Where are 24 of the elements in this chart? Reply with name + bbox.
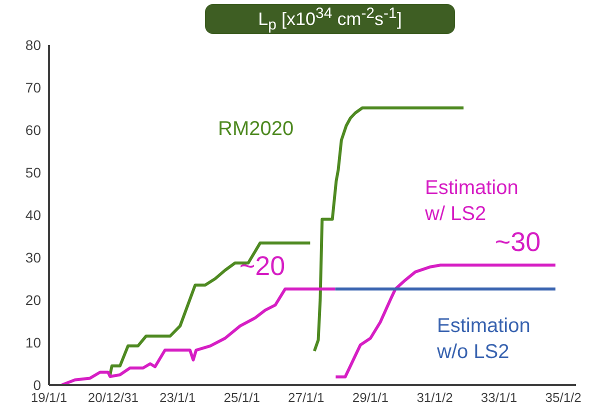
y-tick-label: 50: [25, 164, 42, 180]
x-tick-label: 25/1/1: [224, 390, 260, 406]
y-tick-label: 10: [25, 334, 42, 350]
x-tick-label: 31/1/2: [416, 390, 453, 406]
x-tick-label: 23/1/1: [159, 390, 196, 406]
y-tick-label: 70: [25, 79, 42, 96]
x-tick-label: 35/1/2: [545, 390, 582, 406]
y-tick-label: 80: [25, 36, 42, 53]
y-tick-label: 30: [25, 249, 42, 266]
text: RM2020: [218, 117, 295, 142]
x-tick-label: 19/1/1: [30, 390, 68, 406]
x-tick-label: 27/1/1: [288, 390, 324, 406]
annotation: ~20: [238, 250, 286, 282]
x-tick-label: 20/12/31: [88, 390, 139, 406]
chart-title: L$_{p}$ [x10$^{34}$ cm$^{-2}$s$^{-1}$]: [258, 4, 402, 34]
y-tick-label: 60: [25, 122, 42, 138]
x-tick-label: 29/1/1: [352, 390, 389, 406]
series-label: Estimation w/o LS2: [437, 314, 532, 365]
y-tick-label: 40: [25, 206, 42, 223]
y-tick-label: 20: [25, 292, 42, 308]
x-tick-label: 33/1/1: [480, 390, 518, 406]
y-tick-label: 0: [33, 376, 42, 393]
annotation: ~30: [494, 227, 541, 258]
text: Estimation w/ LS2: [425, 176, 520, 227]
